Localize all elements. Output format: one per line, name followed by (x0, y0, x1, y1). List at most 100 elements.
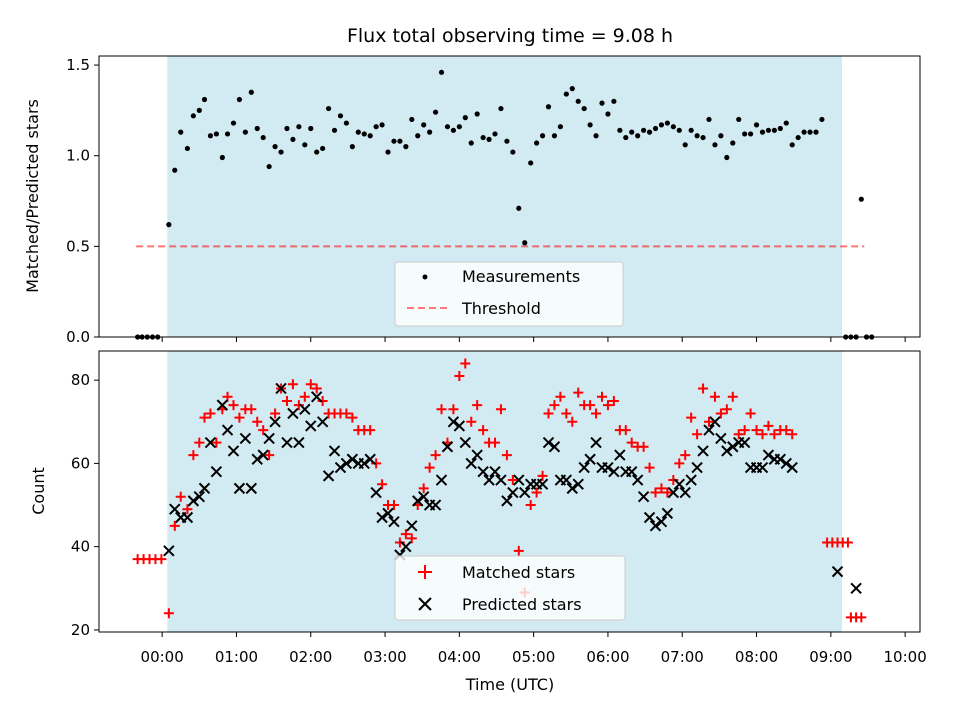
matched-star-point (555, 391, 566, 402)
matched-star-point (513, 545, 524, 556)
measurement-point (260, 134, 266, 141)
x-tick-label: 04:00 (438, 648, 481, 666)
predicted-star-point (501, 495, 513, 507)
matched-star-point (169, 520, 180, 531)
predicted-star-point (281, 436, 293, 449)
measurement-point (373, 124, 379, 130)
measurement-point (468, 140, 474, 146)
measurement-point (557, 124, 563, 130)
matched-star-point (573, 387, 584, 398)
matched-star-point (656, 483, 667, 494)
predicted-star-point (216, 399, 229, 411)
matched-star-point (715, 408, 726, 419)
predicted-star-point (637, 490, 650, 503)
measurement-point (284, 125, 290, 132)
predicted-star-point (459, 436, 471, 449)
matched-star-point (478, 425, 489, 436)
predicted-star-point (163, 545, 175, 557)
matched-star-point (507, 475, 518, 486)
predicted-star-point (340, 457, 353, 470)
measurement-point (504, 138, 510, 144)
matched-star-point (448, 404, 459, 415)
measurement-point (320, 145, 326, 152)
matched-star-point (549, 400, 560, 411)
predicted-star-point (780, 457, 792, 470)
measurement-point (682, 142, 688, 148)
matched-star-point (347, 412, 358, 423)
predicted-star-point (388, 515, 400, 528)
x-tick-label: 06:00 (586, 648, 629, 666)
measurement-point (219, 154, 225, 161)
measurement-point (718, 133, 724, 139)
legend-measurements-label: Measurements (462, 267, 580, 286)
predicted-star-point (673, 478, 685, 490)
measurement-point (593, 133, 599, 139)
predicted-star-point (477, 466, 489, 478)
matched-star-point (739, 425, 750, 436)
matched-star-point (371, 458, 382, 469)
measurement-point (688, 127, 694, 133)
matched-star-point (205, 408, 216, 419)
predicted-star-point (233, 482, 246, 495)
y-tick-label: 0.5 (66, 237, 90, 255)
matched-star-point (745, 408, 756, 419)
predicted-star-point (691, 461, 703, 474)
predicted-star-point (471, 449, 483, 461)
measurement-point (789, 142, 795, 148)
measurement-point (432, 109, 439, 115)
y-tick-label: 40 (71, 538, 90, 556)
predicted-star-point (210, 466, 223, 478)
measurement-point (391, 138, 397, 144)
matched-star-point (246, 404, 257, 415)
measurement-point (266, 163, 272, 170)
matched-star-point (692, 429, 703, 440)
x-tick-label: 05:00 (512, 648, 555, 666)
matched-star-point (317, 395, 328, 406)
x-tick-label: 07:00 (661, 648, 704, 666)
measurement-point (545, 104, 552, 110)
predicted-star-point (560, 474, 573, 486)
predicted-star-point (376, 511, 388, 524)
matched-star-point (341, 408, 352, 419)
predicted-star-point (441, 441, 454, 453)
measurement-point (617, 127, 623, 133)
predicted-star-point (370, 486, 382, 499)
matched-star-point (436, 404, 447, 415)
predicted-star-point (275, 382, 287, 395)
matched-star-point (531, 487, 542, 498)
matched-star-point (377, 479, 388, 490)
predicted-star-point (435, 474, 448, 486)
x-tick-label: 01:00 (215, 648, 258, 666)
measurement-point (539, 133, 546, 139)
matched-star-point (668, 475, 679, 486)
measurement-point (403, 144, 409, 150)
matched-star-point (281, 395, 292, 406)
measurement-point (795, 134, 801, 141)
measurement-point (664, 120, 670, 126)
predicted-star-point (608, 466, 620, 478)
x-tick-label: 02:00 (289, 648, 332, 666)
measurement-point (296, 124, 302, 130)
matched-star-point (472, 400, 483, 411)
predicted-star-point (328, 445, 341, 457)
measurement-point (444, 124, 451, 130)
matched-star-point (222, 391, 233, 402)
measurement-point (172, 167, 178, 173)
predicted-star-point (495, 474, 507, 486)
matched-star-point (163, 608, 174, 619)
count-legend: Matched stars Predicted stars (394, 555, 626, 621)
measurement-point (480, 134, 486, 141)
matched-star-point (466, 416, 477, 427)
measurement-point (474, 111, 480, 117)
matched-star-point (495, 404, 506, 415)
y-tick-label: 1.5 (66, 56, 90, 74)
measurement-point (858, 196, 864, 202)
matched-star-point (252, 416, 263, 427)
matched-star-point (211, 437, 222, 448)
y-tick-label: 20 (71, 621, 90, 639)
predicted-star-point (429, 499, 442, 511)
predicted-star-point (489, 466, 501, 478)
measurement-point (278, 149, 284, 155)
matched-star-point (644, 462, 655, 473)
legend-predicted-label: Predicted stars (462, 595, 582, 614)
